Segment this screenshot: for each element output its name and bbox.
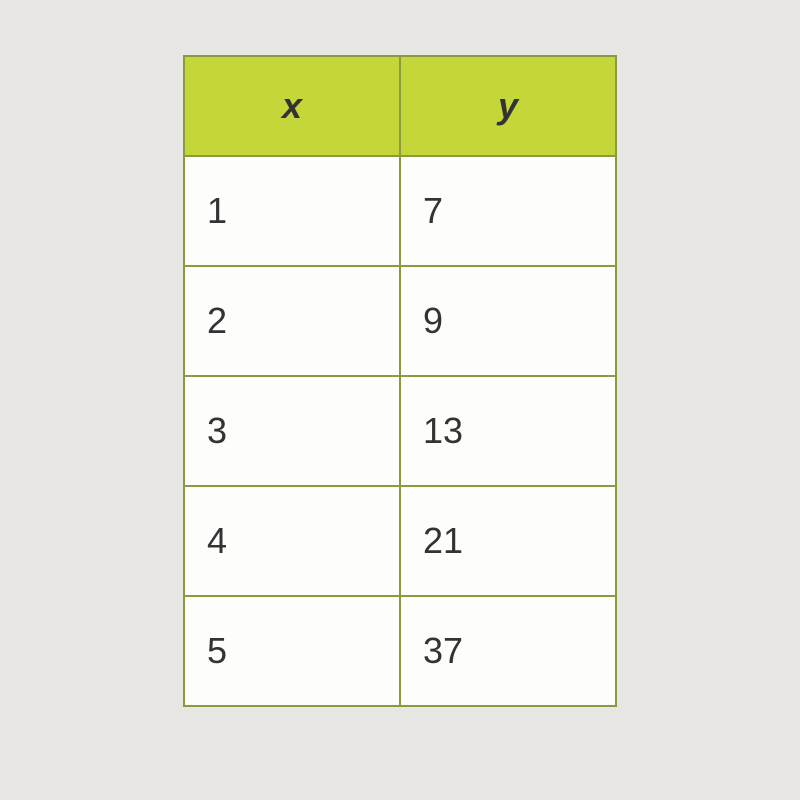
column-header-y: y <box>400 56 616 156</box>
table-header-row: x y <box>184 56 616 156</box>
table-row: 4 21 <box>184 486 616 596</box>
cell-x: 4 <box>184 486 400 596</box>
table-row: 2 9 <box>184 266 616 376</box>
column-header-x: x <box>184 56 400 156</box>
cell-x: 3 <box>184 376 400 486</box>
cell-x: 1 <box>184 156 400 266</box>
cell-y: 13 <box>400 376 616 486</box>
cell-y: 7 <box>400 156 616 266</box>
table-row: 1 7 <box>184 156 616 266</box>
cell-x: 5 <box>184 596 400 706</box>
data-table: x y 1 7 2 9 3 13 4 21 5 37 <box>183 55 617 707</box>
cell-x: 2 <box>184 266 400 376</box>
cell-y: 21 <box>400 486 616 596</box>
cell-y: 9 <box>400 266 616 376</box>
table-row: 3 13 <box>184 376 616 486</box>
table-row: 5 37 <box>184 596 616 706</box>
data-table-container: x y 1 7 2 9 3 13 4 21 5 37 <box>183 55 617 707</box>
cell-y: 37 <box>400 596 616 706</box>
